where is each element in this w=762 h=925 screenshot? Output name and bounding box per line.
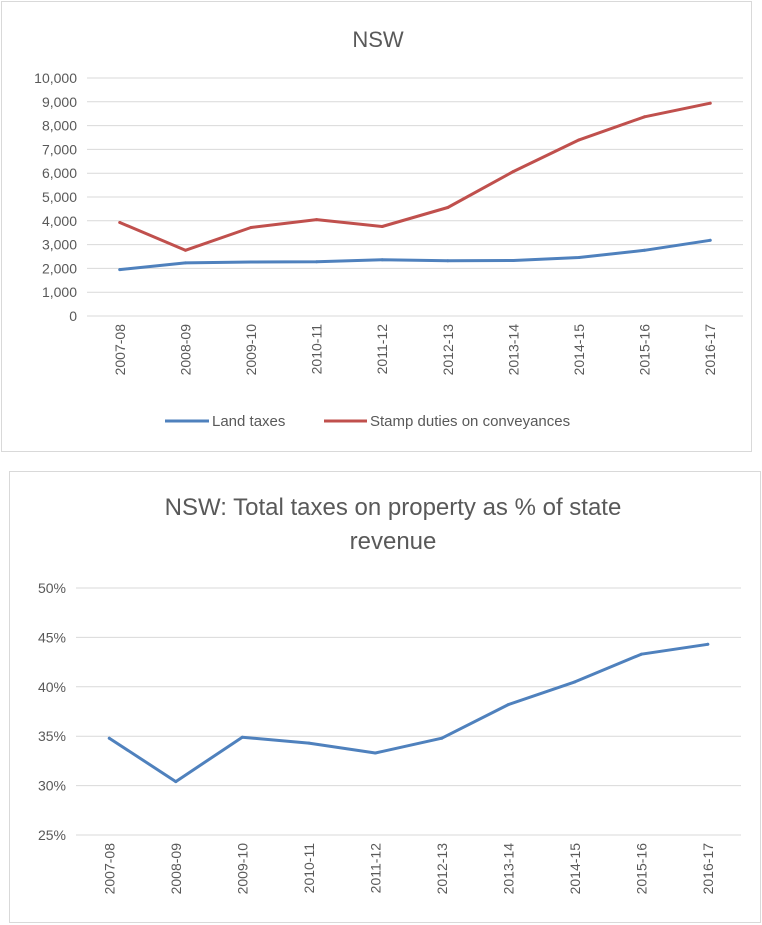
chart-title: NSW — [352, 27, 404, 52]
data-point-land-taxes-2012-13 — [446, 259, 450, 263]
data-point-stamp-duties-on-conveyances-2009-10 — [249, 226, 253, 229]
data-point-total-taxes-on-property-as-of-state-revenue-2010-11 — [307, 741, 311, 745]
x-tick-label: 2013-14 — [500, 843, 516, 895]
x-tick-label: 2013-14 — [505, 324, 521, 376]
y-tick-label: 25% — [38, 827, 66, 843]
data-point-land-taxes-2009-10 — [249, 260, 253, 264]
x-tick-label: 2010-11 — [309, 324, 325, 375]
y-tick-label: 2,000 — [42, 260, 77, 276]
y-axis-tick-labels: 0 1,000 2,000 3,000 4,000 5,000 6,000 7,000 8,00… — [34, 70, 77, 324]
series-line-stamp-duties-on-conveyances — [118, 101, 712, 252]
x-axis-tick-labels: 2007-08 2008-09 2009-10 2010-11 2011-12 2012-… — [112, 324, 718, 376]
y-tick-label: 45% — [38, 629, 66, 645]
x-tick-label: 2015-16 — [637, 324, 653, 376]
y-tick-label: 35% — [38, 728, 66, 744]
data-point-stamp-duties-on-conveyances-2016-17 — [708, 101, 712, 105]
data-point-stamp-duties-on-conveyances-2015-16 — [643, 115, 647, 119]
data-point-land-taxes-2007-08 — [118, 268, 122, 272]
data-point-total-taxes-on-property-as-of-state-revenue-2008-09 — [174, 780, 178, 784]
legend: Land taxes Stamp duties on conveyances — [165, 413, 570, 430]
x-tick-label: 2016-17 — [700, 843, 716, 895]
data-point-land-taxes-2015-16 — [643, 248, 647, 252]
data-point-stamp-duties-on-conveyances-2008-09 — [183, 248, 187, 252]
data-point-stamp-duties-on-conveyances-2007-08 — [118, 221, 122, 224]
data-point-total-taxes-on-property-as-of-state-revenue-2015-16 — [639, 652, 643, 656]
y-tick-label: 5,000 — [42, 189, 77, 205]
data-point-land-taxes-2008-09 — [183, 261, 187, 265]
series-lines — [107, 642, 710, 784]
x-tick-label: 2010-11 — [301, 843, 317, 894]
gridlines — [87, 77, 743, 317]
data-point-land-taxes-2011-12 — [380, 258, 384, 262]
series-line-total-taxes-on-property-as-of-state-revenue — [107, 642, 710, 784]
data-point-stamp-duties-on-conveyances-2011-12 — [380, 225, 384, 228]
legend-label-stamp-duties: Stamp duties on conveyances — [370, 413, 570, 430]
y-tick-label: 1,000 — [42, 284, 77, 300]
data-point-total-taxes-on-property-as-of-state-revenue-2013-14 — [506, 703, 510, 707]
legend-label-land-taxes: Land taxes — [212, 413, 285, 430]
y-tick-label: 4,000 — [42, 213, 77, 229]
x-tick-label: 2009-10 — [243, 324, 259, 376]
data-point-total-taxes-on-property-as-of-state-revenue-2016-17 — [706, 642, 710, 646]
chart-title-line-1: NSW: Total taxes on property as % of sta… — [165, 494, 622, 521]
data-point-stamp-duties-on-conveyances-2013-14 — [511, 170, 515, 173]
x-tick-label: 2014-15 — [571, 324, 587, 376]
x-tick-label: 2007-08 — [101, 843, 117, 895]
data-point-land-taxes-2016-17 — [708, 238, 712, 242]
data-point-total-taxes-on-property-as-of-state-revenue-2009-10 — [240, 735, 244, 739]
data-point-land-taxes-2013-14 — [511, 259, 515, 262]
x-tick-label: 2007-08 — [112, 324, 128, 376]
y-tick-label: 7,000 — [42, 141, 77, 157]
data-point-land-taxes-2010-11 — [315, 260, 319, 264]
x-tick-label: 2015-16 — [633, 843, 649, 895]
x-tick-label: 2008-09 — [168, 843, 184, 895]
y-tick-label: 40% — [38, 679, 66, 695]
chart-svg-property-taxes-pct: NSW: Total taxes on property as % of sta… — [38, 494, 741, 895]
chart-panel-nsw-taxes: NSW 0 1,000 2,000 3,000 4,000 5,000 6,000 7,000… — [1, 1, 752, 452]
data-point-stamp-duties-on-conveyances-2012-13 — [446, 206, 450, 209]
x-tick-label: 2014-15 — [567, 843, 583, 895]
x-tick-label: 2012-13 — [434, 843, 450, 895]
data-point-total-taxes-on-property-as-of-state-revenue-2012-13 — [440, 736, 444, 740]
chart-svg-nsw-taxes: NSW 0 1,000 2,000 3,000 4,000 5,000 6,000 7,000… — [34, 27, 743, 430]
data-point-land-taxes-2014-15 — [577, 256, 581, 259]
x-tick-label: 2011-12 — [367, 843, 383, 894]
y-tick-label: 3,000 — [42, 237, 77, 253]
data-point-total-taxes-on-property-as-of-state-revenue-2014-15 — [573, 680, 577, 684]
y-tick-label: 9,000 — [42, 94, 77, 110]
gridlines — [76, 587, 741, 836]
x-axis-tick-labels: 2007-08 2008-09 2009-10 2010-11 2011-12 2012-… — [101, 843, 716, 895]
y-tick-label: 6,000 — [42, 165, 77, 181]
y-axis-tick-labels: 25% 30% 35% 40% 45% 50% — [38, 580, 66, 843]
y-tick-label: 0 — [69, 308, 77, 324]
data-point-total-taxes-on-property-as-of-state-revenue-2007-08 — [107, 736, 111, 740]
y-tick-label: 10,000 — [34, 70, 77, 86]
x-tick-label: 2016-17 — [702, 324, 718, 376]
x-tick-label: 2009-10 — [234, 843, 250, 895]
data-point-total-taxes-on-property-as-of-state-revenue-2011-12 — [373, 751, 377, 755]
data-point-stamp-duties-on-conveyances-2014-15 — [577, 138, 581, 142]
chart-panel-property-taxes-pct: NSW: Total taxes on property as % of sta… — [9, 471, 761, 923]
data-point-stamp-duties-on-conveyances-2010-11 — [315, 218, 319, 222]
x-tick-label: 2008-09 — [177, 324, 193, 376]
series-lines — [118, 101, 712, 272]
y-tick-label: 8,000 — [42, 118, 77, 134]
chart-title-line-2: revenue — [350, 528, 437, 555]
x-tick-label: 2011-12 — [374, 324, 390, 375]
y-tick-label: 50% — [38, 580, 66, 596]
series-line-land-taxes — [118, 238, 712, 272]
x-tick-label: 2012-13 — [440, 324, 456, 376]
y-tick-label: 30% — [38, 778, 66, 794]
